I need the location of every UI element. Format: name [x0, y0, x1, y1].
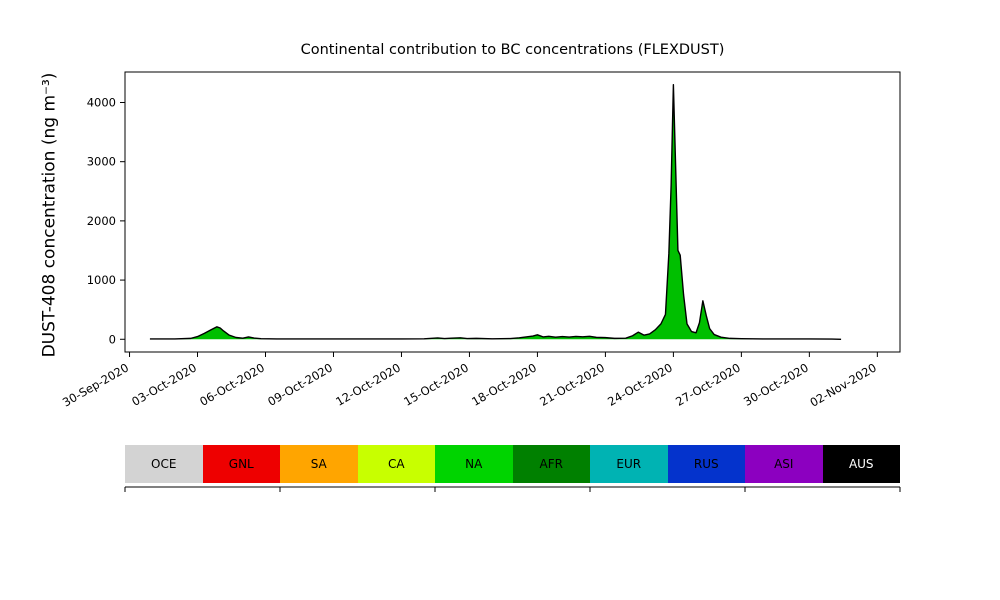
x-tick-label: 15-Oct-2020 [401, 360, 471, 408]
x-tick-label: 06-Oct-2020 [197, 360, 267, 408]
chart-title: Continental contribution to BC concentra… [300, 42, 725, 58]
legend-entry-ca: CA [357, 445, 435, 483]
legend-label: RUS [693, 457, 719, 471]
legend-entry-afr: AFR [512, 445, 590, 483]
area-series [149, 84, 842, 340]
y-tick-label: 1000 [87, 273, 116, 287]
legend-entry-gnl: GNL [202, 445, 280, 483]
legend-entry-na: NA [435, 445, 513, 483]
y-tick-label: 3000 [87, 155, 116, 169]
legend-entry-oce: OCE [125, 445, 203, 483]
legend-label: CA [387, 457, 405, 471]
legend-label: GNL [228, 457, 254, 471]
legend-entry-asi: ASI [745, 445, 823, 483]
y-axis-label: DUST-408 concentration (ng m⁻³) [39, 72, 60, 358]
legend-label: AUS [848, 457, 874, 471]
x-tick-label: 21-Oct-2020 [537, 360, 607, 408]
y-tick-label: 0 [109, 332, 116, 346]
legend-label: NA [465, 457, 483, 471]
x-tick-label: 24-Oct-2020 [605, 360, 675, 408]
legend-entry-sa: SA [280, 445, 358, 483]
x-tick-label: 27-Oct-2020 [673, 360, 743, 408]
x-tick-label: 30-Oct-2020 [741, 360, 811, 408]
legend-entry-aus: AUS [822, 445, 900, 483]
y-tick-label: 4000 [87, 95, 116, 109]
legend-entry-eur: EUR [590, 445, 668, 483]
x-tick-label: 09-Oct-2020 [265, 360, 335, 408]
legend-label: ASI [774, 457, 794, 471]
series-line [149, 84, 842, 340]
legend-label: OCE [151, 457, 177, 471]
legend-label: EUR [616, 457, 642, 471]
legend-entry-rus: RUS [667, 445, 745, 483]
y-tick-label: 2000 [87, 214, 116, 228]
legend-label: AFR [539, 457, 563, 471]
plot-border [124, 71, 901, 353]
legend-label: SA [310, 457, 327, 471]
y-axis-label-wrap: DUST-408 concentration (ng m⁻³) [26, 0, 72, 430]
x-tick-label: 03-Oct-2020 [129, 360, 199, 408]
x-tick-label: 02-Nov-2020 [807, 360, 878, 409]
x-tick-label: 12-Oct-2020 [333, 360, 403, 408]
x-tick-label: 18-Oct-2020 [469, 360, 539, 408]
legend: OCE GNL SA CA NA AFR EUR RUS ASI AUS [125, 445, 900, 483]
